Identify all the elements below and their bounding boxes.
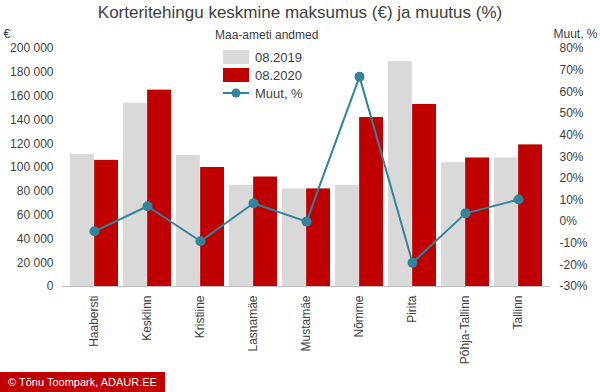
svg-text:200 000: 200 000	[10, 41, 54, 55]
svg-text:Kesklinn: Kesklinn	[140, 296, 154, 341]
svg-text:Muut, %: Muut, %	[553, 27, 597, 41]
svg-text:20%: 20%	[560, 171, 584, 185]
svg-text:80 000: 80 000	[17, 184, 54, 198]
svg-text:-10%: -10%	[560, 236, 588, 250]
svg-text:60 000: 60 000	[17, 208, 54, 222]
svg-text:50%: 50%	[560, 106, 584, 120]
svg-text:-20%: -20%	[560, 258, 588, 272]
html-text:Korteritehingu keskmine maksum: Korteritehingu keskmine maksumus (€) ja …	[97, 3, 503, 22]
svg-text:70%: 70%	[560, 63, 584, 77]
svg-text:Haabersti: Haabersti	[87, 296, 101, 347]
html-text:08.2020: 08.2020	[255, 67, 302, 83]
svg-text:€: €	[4, 27, 11, 41]
svg-text:Lasnamäe: Lasnamäe	[246, 295, 260, 351]
svg-text:180 000: 180 000	[10, 65, 54, 79]
html-text:Maa-ameti andmed: Maa-ameti andmed	[215, 28, 319, 42]
svg-text:40%: 40%	[560, 128, 584, 142]
svg-text:160 000: 160 000	[10, 89, 54, 103]
svg-text:Nõmme: Nõmme	[352, 295, 366, 337]
svg-text:Põhja-Tallinn: Põhja-Tallinn	[458, 296, 472, 365]
svg-text:10%: 10%	[560, 193, 584, 207]
svg-text:60%: 60%	[560, 85, 584, 99]
svg-text:40 000: 40 000	[17, 232, 54, 246]
html-text:08.2019: 08.2019	[255, 49, 302, 65]
svg-text:80%: 80%	[560, 41, 584, 55]
svg-text:Tallinn: Tallinn	[511, 296, 525, 330]
html-text:© Tõnu Toompark, ADAUR.EE: © Tõnu Toompark, ADAUR.EE	[8, 376, 157, 388]
svg-text:120 000: 120 000	[10, 137, 54, 151]
svg-text:-30%: -30%	[560, 279, 588, 293]
svg-text:140 000: 140 000	[10, 113, 54, 127]
svg-text:0: 0	[47, 279, 54, 293]
svg-text:Pirita: Pirita	[405, 295, 419, 323]
svg-text:30%: 30%	[560, 150, 584, 164]
svg-text:Kristiine: Kristiine	[193, 295, 207, 338]
svg-text:20 000: 20 000	[17, 256, 54, 270]
svg-text:100 000: 100 000	[10, 160, 54, 174]
svg-text:0%: 0%	[560, 214, 578, 228]
html-text:Muut, %: Muut, %	[255, 85, 303, 101]
svg-text:Mustamäe: Mustamäe	[299, 295, 313, 351]
